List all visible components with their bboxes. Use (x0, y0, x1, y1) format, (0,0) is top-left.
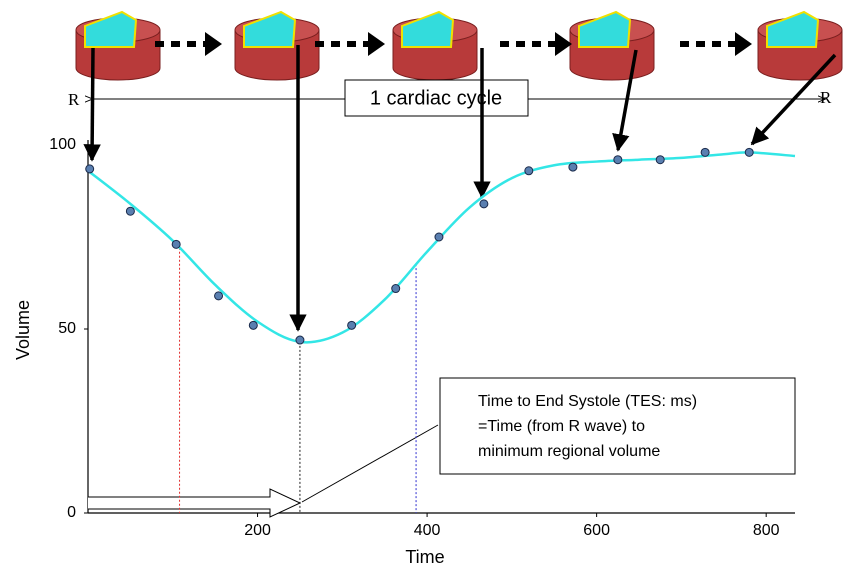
data-point (655, 155, 665, 165)
annotation-pointer (301, 424, 439, 503)
y-tick-label: 100 (49, 136, 76, 153)
segment (243, 10, 297, 48)
segment (766, 10, 820, 48)
data-point (214, 291, 224, 301)
cycle-label: 1 cardiac cycle (370, 87, 502, 109)
y-axis-label: Volume (13, 300, 33, 360)
curve (87, 151, 796, 344)
data-point (613, 155, 623, 165)
x-axis-label: Time (405, 547, 444, 567)
segment (401, 10, 455, 48)
r-end: R (820, 88, 832, 107)
data-point (434, 232, 444, 242)
annotation-box (439, 377, 796, 475)
x-tick-label: 200 (244, 522, 271, 539)
data-point (295, 335, 305, 345)
data-point (85, 164, 95, 174)
data-point (248, 320, 258, 330)
data-point (568, 162, 578, 172)
segment (578, 10, 632, 48)
annotation-line: minimum regional volume (478, 443, 660, 460)
axes (87, 140, 795, 514)
x-tick-label: 400 (414, 522, 441, 539)
data-point (479, 199, 489, 209)
data-point (391, 284, 401, 294)
data-point (347, 320, 357, 330)
cycle-box (344, 79, 529, 117)
data-point (524, 166, 534, 176)
data-point (171, 239, 181, 249)
data-point (744, 147, 754, 157)
y-tick-label: 0 (67, 504, 76, 521)
data-point (700, 147, 710, 157)
annotation-line: Time to End Systole (TES: ms) (478, 393, 697, 410)
annotation-line: =Time (from R wave) to (478, 418, 645, 435)
y-tick-label: 50 (58, 320, 76, 337)
heart-segments (75, 10, 843, 81)
data-point (125, 206, 135, 216)
arrow-heads (205, 32, 752, 56)
x-tick-label: 800 (753, 522, 780, 539)
r-start: R (68, 90, 80, 109)
segment (84, 10, 138, 48)
x-tick-label: 600 (583, 522, 610, 539)
pointer-arrows (83, 45, 837, 332)
